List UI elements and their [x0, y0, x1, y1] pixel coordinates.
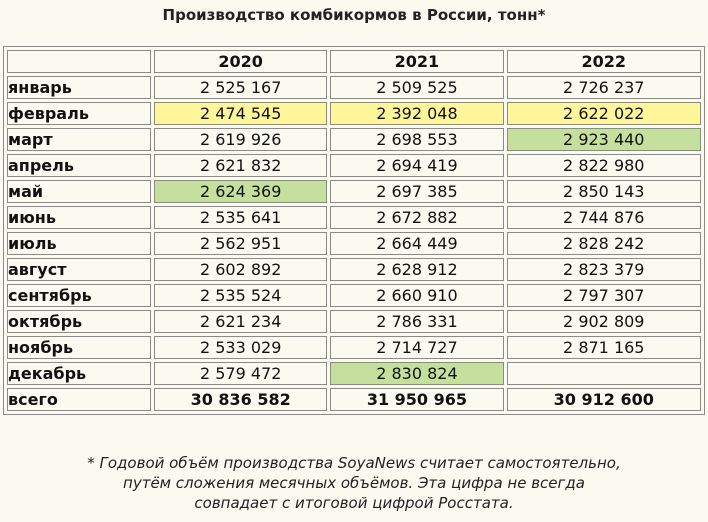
column-header: 2021	[330, 50, 504, 73]
value-cell: 2 786 331	[330, 310, 504, 333]
table-row: февраль 2 474 545 2 392 048 2 622 022	[7, 102, 701, 125]
header-corner	[7, 50, 152, 73]
footnote: * Годовой объём производства SoyaNews сч…	[0, 453, 708, 513]
value-cell: 2 533 029	[154, 336, 328, 359]
header-row: 2020 2021 2022	[7, 50, 701, 73]
value-cell: 2 830 824	[330, 362, 504, 385]
value-cell: 2 902 809	[506, 310, 701, 333]
value-cell: 2 828 242	[506, 232, 701, 255]
value-cell: 2 622 022	[506, 102, 701, 125]
value-cell: 2 694 419	[330, 154, 504, 177]
row-label: сентябрь	[7, 284, 152, 307]
total-row: всего 30 836 582 31 950 965 30 912 600	[7, 388, 701, 411]
table-row: март 2 619 926 2 698 553 2 923 440	[7, 128, 701, 151]
table-row: май 2 624 369 2 697 385 2 850 143	[7, 180, 701, 203]
table-body: январь 2 525 167 2 509 525 2 726 237 февраль…	[7, 76, 701, 411]
table-row: август 2 602 892 2 628 912 2 823 379	[7, 258, 701, 281]
footnote-line: * Годовой объём производства SoyaNews сч…	[87, 454, 621, 472]
row-label: февраль	[7, 102, 152, 125]
value-cell: 2 714 727	[330, 336, 504, 359]
row-label: ноябрь	[7, 336, 152, 359]
table-row: сентябрь 2 535 524 2 660 910 2 797 307	[7, 284, 701, 307]
value-cell: 2 562 951	[154, 232, 328, 255]
value-cell: 2 602 892	[154, 258, 328, 281]
value-cell: 2 664 449	[330, 232, 504, 255]
value-cell: 2 624 369	[154, 180, 328, 203]
value-cell: 2 850 143	[506, 180, 701, 203]
value-cell: 2 697 385	[330, 180, 504, 203]
value-cell: 2 923 440	[506, 128, 701, 151]
row-label: октябрь	[7, 310, 152, 333]
footnote-line: путём сложения месячных объёмов. Эта циф…	[123, 474, 585, 492]
table-row: декабрь 2 579 472 2 830 824	[7, 362, 701, 385]
table-row: ноябрь 2 533 029 2 714 727 2 871 165	[7, 336, 701, 359]
value-cell: 2 509 525	[330, 76, 504, 99]
value-cell: 2 823 379	[506, 258, 701, 281]
value-cell: 2 672 882	[330, 206, 504, 229]
table-row: январь 2 525 167 2 509 525 2 726 237	[7, 76, 701, 99]
value-cell: 2 628 912	[330, 258, 504, 281]
total-label: всего	[7, 388, 152, 411]
value-cell: 2 579 472	[154, 362, 328, 385]
value-cell: 2 525 167	[154, 76, 328, 99]
value-cell: 2 621 234	[154, 310, 328, 333]
table-row: апрель 2 621 832 2 694 419 2 822 980	[7, 154, 701, 177]
value-cell: 2 698 553	[330, 128, 504, 151]
row-label: август	[7, 258, 152, 281]
footnote-line: совпадает с итоговой цифрой Росстата.	[194, 494, 514, 512]
value-cell	[506, 362, 701, 385]
total-value-cell: 30 912 600	[506, 388, 701, 411]
value-cell: 2 619 926	[154, 128, 328, 151]
value-cell: 2 822 980	[506, 154, 701, 177]
value-cell: 2 621 832	[154, 154, 328, 177]
value-cell: 2 535 641	[154, 206, 328, 229]
value-cell: 2 535 524	[154, 284, 328, 307]
row-label: март	[7, 128, 152, 151]
value-cell: 2 871 165	[506, 336, 701, 359]
value-cell: 2 726 237	[506, 76, 701, 99]
table-row: июнь 2 535 641 2 672 882 2 744 876	[7, 206, 701, 229]
row-label: май	[7, 180, 152, 203]
total-value-cell: 31 950 965	[330, 388, 504, 411]
row-label: июнь	[7, 206, 152, 229]
column-header: 2022	[506, 50, 701, 73]
value-cell: 2 660 910	[330, 284, 504, 307]
value-cell: 2 392 048	[330, 102, 504, 125]
row-label: январь	[7, 76, 152, 99]
row-label: апрель	[7, 154, 152, 177]
value-cell: 2 474 545	[154, 102, 328, 125]
table-row: октябрь 2 621 234 2 786 331 2 902 809	[7, 310, 701, 333]
value-cell: 2 744 876	[506, 206, 701, 229]
production-table: 2020 2021 2022 январь 2 525 167 2 509 525 2…	[3, 46, 705, 415]
total-value-cell: 30 836 582	[154, 388, 328, 411]
page-title: Производство комбикормов в России, тонн*	[162, 6, 546, 24]
row-label: июль	[7, 232, 152, 255]
table-row: июль 2 562 951 2 664 449 2 828 242	[7, 232, 701, 255]
row-label: декабрь	[7, 362, 152, 385]
value-cell: 2 797 307	[506, 284, 701, 307]
column-header: 2020	[154, 50, 328, 73]
